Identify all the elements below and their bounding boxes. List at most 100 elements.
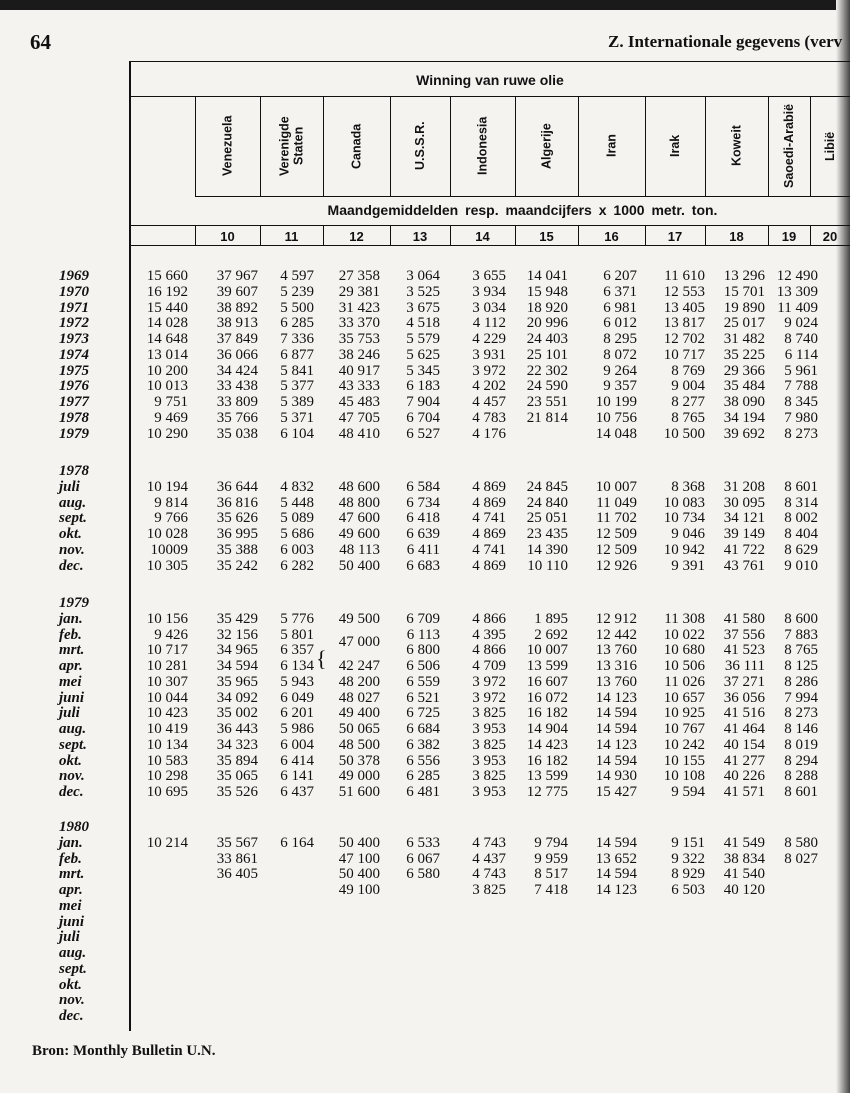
cell: 10 134 <box>146 736 188 753</box>
cell: 50 400 <box>338 834 380 851</box>
rule <box>768 225 769 245</box>
cell: 13 599 <box>526 768 568 785</box>
column-name: Iran <box>604 134 619 158</box>
cell: 6 725 <box>406 705 440 722</box>
row-label: 1972 <box>59 315 89 332</box>
cell: 35 965 <box>216 673 258 690</box>
cell: 13 652 <box>595 850 637 867</box>
cell: 10 305 <box>146 557 188 574</box>
cell: 16 182 <box>526 705 568 722</box>
cell: 14 123 <box>595 736 637 753</box>
cell: 34 323 <box>216 736 258 753</box>
cell: 5 239 <box>280 283 314 300</box>
cell: 10 657 <box>663 689 705 706</box>
cell: 45 483 <box>338 394 380 410</box>
cell: 15 427 <box>595 784 637 800</box>
cell: 6 559 <box>406 673 440 690</box>
rule <box>260 96 261 196</box>
cell: 35 388 <box>216 541 258 558</box>
cell: 13 316 <box>595 658 637 674</box>
cell: 8 277 <box>671 394 705 410</box>
cell: 39 692 <box>723 425 765 442</box>
cell: 34 965 <box>216 642 258 659</box>
cell: 13 405 <box>663 299 705 316</box>
cell: 6 503 <box>671 882 705 898</box>
cell: 3 953 <box>472 752 506 769</box>
cell: 13 760 <box>595 642 637 659</box>
cell: 1 895 <box>534 610 568 627</box>
cell: 6 012 <box>603 315 637 332</box>
cell: 15 701 <box>723 283 765 300</box>
cell: 23 551 <box>526 394 568 410</box>
cell: 8 019 <box>784 736 818 753</box>
cell: 31 208 <box>723 478 765 495</box>
rule <box>578 225 579 245</box>
cell: 36 111 <box>724 658 765 674</box>
cell: 35 567 <box>216 834 258 851</box>
cell: 6 285 <box>406 768 440 785</box>
cell: 12 490 <box>776 268 818 284</box>
row-label: dec. <box>59 557 84 574</box>
cell: 8 580 <box>784 834 818 851</box>
cell: 5 500 <box>280 299 314 316</box>
cell: 3 931 <box>472 346 506 363</box>
cell: 7 980 <box>784 409 818 426</box>
cell: 12 553 <box>663 283 705 300</box>
rule <box>323 96 324 196</box>
row-label: jan. <box>59 610 83 627</box>
cell: 8 601 <box>784 478 818 495</box>
cell: 4 395 <box>472 626 506 643</box>
rule <box>768 96 769 196</box>
page-number: 64 <box>30 30 51 54</box>
cell: 4 869 <box>472 557 506 574</box>
cell: 48 113 <box>339 541 380 558</box>
cell: 14 594 <box>595 705 637 722</box>
column-number: 20 <box>822 229 838 244</box>
cell: 34 594 <box>216 658 258 674</box>
cell: 13 014 <box>146 346 188 363</box>
column-number: 13 <box>412 229 428 244</box>
column-name: Libië <box>823 131 837 161</box>
row-label: okt. <box>59 752 82 769</box>
cell: 40 226 <box>723 768 765 785</box>
cell: 35 526 <box>216 784 258 800</box>
cell: 5 841 <box>280 362 314 379</box>
row-label: aug. <box>59 494 87 511</box>
cell: 35 753 <box>338 331 380 347</box>
cell: 3 934 <box>472 283 506 300</box>
cell: 50 378 <box>338 752 380 769</box>
cell: 9 046 <box>671 526 705 542</box>
cell: 10 942 <box>663 541 705 558</box>
cell: 14 048 <box>595 425 637 442</box>
cell: 5 986 <box>280 721 314 737</box>
cell: 16 182 <box>526 752 568 769</box>
cell: 29 381 <box>338 283 380 300</box>
cell: 12 926 <box>595 557 637 574</box>
cell: 4 869 <box>472 478 506 495</box>
cell: 37 849 <box>216 331 258 347</box>
row-label: mei <box>59 897 82 914</box>
cell: 6 104 <box>280 425 314 442</box>
cell: 6 481 <box>406 784 440 800</box>
cell: 41 277 <box>723 752 765 769</box>
cell: 9 010 <box>784 557 818 574</box>
cell: 35 766 <box>216 409 258 426</box>
cell: 13 760 <box>595 673 637 690</box>
row-label: sept. <box>59 960 87 977</box>
cell: 10 717 <box>146 642 188 659</box>
rule <box>705 225 706 245</box>
row-label: apr. <box>59 658 83 674</box>
cell: 14 648 <box>146 331 188 347</box>
row-label: juli <box>59 478 80 495</box>
column-name: Venezuela <box>220 115 235 177</box>
rule <box>390 225 391 245</box>
cell: 11 026 <box>664 673 705 690</box>
cell: 14 594 <box>595 866 637 883</box>
rule <box>129 61 131 1031</box>
cell: 6 683 <box>406 557 440 574</box>
cell: 3 825 <box>472 882 506 898</box>
cell: 6 684 <box>406 721 440 737</box>
rule <box>515 96 516 196</box>
cell: 51 600 <box>338 784 380 800</box>
cell: 3 972 <box>472 673 506 690</box>
